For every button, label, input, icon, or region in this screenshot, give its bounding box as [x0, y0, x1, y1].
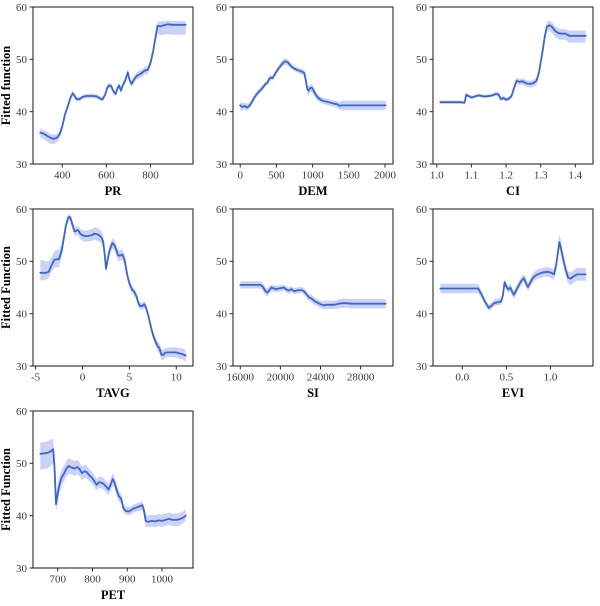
x-tick-label: 16000 [227, 372, 255, 384]
x-axis-label: TAVG [96, 386, 130, 400]
chart-ci-cell: 1.0 1.1 1.2 1.3 1.4 30 40 50 60 CI [400, 0, 600, 202]
y-tick-label: 40 [216, 309, 228, 321]
chart-pr-svg: 400 600 800 30 40 50 60 PR Fitted function [0, 2, 194, 198]
y-tick-label: 50 [216, 54, 228, 66]
x-tick-label: 1.4 [568, 170, 582, 182]
x-tick-label: 1000 [302, 170, 325, 182]
y-axis-label: Fitted Function [0, 448, 13, 531]
y-tick-label: 30 [16, 361, 28, 373]
y-tick-label: 60 [16, 204, 28, 216]
x-tick-label: 1.0 [430, 170, 444, 182]
y-tick-label: 40 [416, 309, 428, 321]
chart-ci-svg: 1.0 1.1 1.2 1.3 1.4 30 40 50 60 CI [416, 2, 594, 198]
x-axis-label: PET [101, 588, 126, 602]
chart-pr-cell: 400 600 800 30 40 50 60 PR Fitted function [0, 0, 200, 202]
fitted-line [239, 284, 387, 307]
y-tick-label: 60 [416, 204, 428, 216]
x-tick-label: 10 [171, 372, 183, 384]
x-tick-label: 1.1 [465, 170, 479, 182]
x-tick-label: 1.3 [534, 170, 548, 182]
y-axis-label: Fitted Function [0, 246, 13, 329]
x-axis-label: CI [506, 184, 520, 198]
y-tick-label: 50 [16, 256, 28, 268]
y-tick-label: 50 [16, 458, 28, 470]
confidence-band [40, 20, 186, 145]
y-tick-label: 30 [416, 361, 428, 373]
x-axis-label: DEM [298, 184, 327, 198]
y-tick-label: 50 [16, 54, 28, 66]
chart-dem-svg: 0 500 1000 1500 2000 30 40 50 60 DEM [216, 2, 397, 198]
y-axis-label: Fitted function [0, 46, 13, 126]
y-tick-label: 60 [216, 2, 228, 14]
x-tick-label: 1.2 [499, 170, 513, 182]
y-tick-label: 40 [16, 511, 28, 523]
y-tick-label: 30 [16, 563, 28, 575]
chart-si-cell: 16000 20000 24000 28000 30 40 50 60 SI [200, 202, 400, 404]
chart-evi-cell: 0.0 0.5 1.0 30 40 50 60 EVI [400, 202, 600, 404]
x-axis-label: EVI [502, 386, 524, 400]
y-tick-label: 30 [216, 361, 228, 373]
x-tick-label: 0 [237, 170, 243, 182]
x-axis-label: SI [307, 386, 319, 400]
x-tick-label: 800 [84, 574, 101, 586]
chart-si-svg: 16000 20000 24000 28000 30 40 50 60 SI [216, 204, 394, 400]
confidence-band [240, 58, 386, 111]
x-tick-label: 1.0 [544, 372, 558, 384]
x-tick-label: 5 [127, 372, 133, 384]
chart-tavg-svg: -5 0 5 10 30 40 50 60 TAVG Fitted Function [0, 204, 194, 400]
x-tick-label: 0.5 [500, 372, 514, 384]
x-tick-label: 0.0 [455, 372, 469, 384]
fitted-line [439, 241, 587, 309]
x-tick-label: 20000 [267, 372, 295, 384]
chart-evi-svg: 0.0 0.5 1.0 30 40 50 60 EVI [416, 204, 594, 400]
plot-frame [32, 410, 194, 569]
fitted-line [239, 60, 387, 109]
x-tick-label: 0 [80, 372, 86, 384]
x-tick-label: 400 [54, 170, 71, 182]
confidence-band [40, 214, 186, 362]
x-tick-label: 1000 [151, 574, 174, 586]
chart-dem-cell: 0 500 1000 1500 2000 30 40 50 60 DEM [200, 0, 400, 202]
y-tick-label: 30 [416, 159, 428, 171]
x-tick-label: 600 [98, 170, 115, 182]
y-tick-label: 40 [16, 107, 28, 119]
chart-pet-svg: 700 800 900 1000 30 40 50 60 PET Fitted Function [0, 406, 194, 602]
confidence-band [440, 234, 586, 312]
y-tick-label: 50 [416, 256, 428, 268]
plot-frame [232, 208, 394, 367]
y-tick-label: 60 [16, 2, 28, 14]
plot-frame [432, 6, 594, 165]
y-tick-label: 40 [416, 107, 428, 119]
x-tick-label: 500 [268, 170, 285, 182]
confidence-band [40, 438, 186, 528]
y-tick-label: 60 [16, 406, 28, 418]
x-tick-label: 2000 [374, 170, 397, 182]
y-tick-label: 30 [16, 159, 28, 171]
x-axis-label: PR [105, 184, 123, 198]
plot-frame [32, 6, 194, 165]
y-tick-label: 60 [216, 204, 228, 216]
fitted-line [39, 23, 187, 140]
fitted-line [439, 24, 587, 104]
x-tick-label: 1500 [338, 170, 361, 182]
x-tick-label: 24000 [307, 372, 335, 384]
y-tick-label: 40 [16, 309, 28, 321]
y-tick-label: 50 [416, 54, 428, 66]
plot-frame [32, 208, 194, 367]
fitted-line [39, 215, 187, 357]
fitted-line [39, 448, 187, 523]
chart-pet-cell: 700 800 900 1000 30 40 50 60 PET Fitted Function [0, 404, 200, 606]
x-tick-label: 28000 [347, 372, 375, 384]
x-tick-label: 900 [119, 574, 136, 586]
y-tick-label: 60 [416, 2, 428, 14]
y-tick-label: 40 [216, 107, 228, 119]
x-tick-label: 700 [49, 574, 66, 586]
x-tick-label: -5 [31, 372, 41, 384]
y-tick-label: 30 [216, 159, 228, 171]
x-tick-label: 800 [142, 170, 159, 182]
y-tick-label: 50 [216, 256, 228, 268]
plot-frame [432, 208, 594, 367]
chart-tavg-cell: -5 0 5 10 30 40 50 60 TAVG Fitted Function [0, 202, 200, 404]
